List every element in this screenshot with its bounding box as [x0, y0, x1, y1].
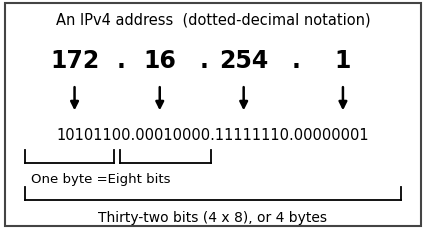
Text: 172: 172: [50, 49, 99, 73]
Text: 254: 254: [219, 49, 268, 73]
Text: .: .: [199, 49, 208, 73]
Text: .: .: [292, 49, 300, 73]
Text: 10101100.00010000.11111110.00000001: 10101100.00010000.11111110.00000001: [57, 128, 369, 143]
Text: An IPv4 address  (dotted-decimal notation): An IPv4 address (dotted-decimal notation…: [56, 12, 370, 27]
Text: Thirty-two bits (4 x 8), or 4 bytes: Thirty-two bits (4 x 8), or 4 bytes: [98, 211, 328, 225]
Text: One byte =Eight bits: One byte =Eight bits: [31, 173, 170, 185]
Text: 1: 1: [335, 49, 351, 73]
Text: .: .: [117, 49, 126, 73]
Text: 16: 16: [143, 49, 176, 73]
